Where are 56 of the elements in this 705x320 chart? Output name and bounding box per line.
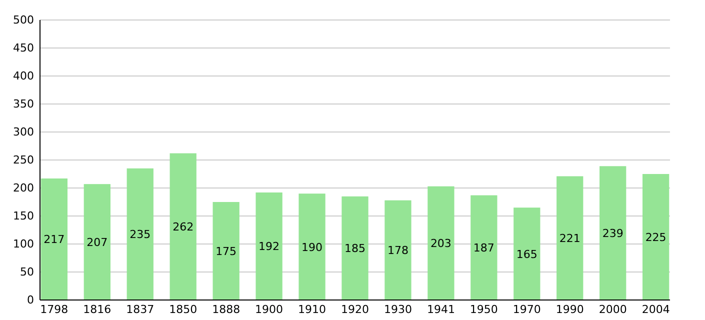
- data-label: 190: [302, 240, 323, 254]
- data-label: 235: [130, 228, 151, 242]
- x-tick-label: 2000: [598, 302, 627, 316]
- x-tick-label: 1950: [470, 302, 498, 316]
- data-label: 203: [430, 237, 452, 250]
- bar: [384, 200, 412, 300]
- y-tick-label: 0: [27, 294, 34, 307]
- y-tick-label: 400: [13, 70, 34, 83]
- data-label: 207: [86, 236, 108, 250]
- y-tick-label: 200: [13, 182, 34, 195]
- data-label: 239: [602, 227, 624, 240]
- x-tick-label: 1850: [169, 302, 198, 316]
- bar: [40, 178, 68, 300]
- x-tick-label: 1798: [40, 302, 68, 316]
- bar: [556, 176, 584, 300]
- x-tick-label: 1941: [426, 302, 455, 316]
- bar: [342, 196, 368, 300]
- data-label: 185: [344, 242, 366, 256]
- x-tick-label: 1920: [341, 302, 369, 316]
- x-tick-label: 1910: [298, 302, 326, 316]
- bar: [256, 192, 282, 300]
- y-tick-label: 150: [13, 210, 34, 223]
- data-label: 192: [258, 240, 280, 254]
- y-tick-label: 450: [13, 42, 34, 55]
- y-tick-label: 250: [13, 154, 34, 167]
- bar: [470, 195, 498, 300]
- bar: [428, 186, 454, 300]
- bar: [600, 166, 626, 300]
- x-tick-label: 1930: [384, 302, 412, 316]
- y-tick-label: 50: [20, 266, 34, 279]
- y-tick-label: 100: [13, 238, 34, 251]
- x-tick-label: 1990: [556, 302, 584, 316]
- bar: [514, 208, 540, 300]
- x-tick-label: 1900: [255, 302, 284, 316]
- bar: [642, 174, 670, 300]
- data-label: 262: [172, 220, 194, 234]
- data-label: 165: [516, 248, 538, 261]
- data-label: 178: [387, 244, 408, 258]
- bar: [170, 153, 196, 300]
- x-tick-label: 1837: [126, 302, 154, 316]
- data-label: 217: [44, 233, 65, 246]
- y-tick-label: 350: [13, 98, 34, 111]
- data-label: 225: [645, 231, 666, 244]
- bar: [84, 184, 110, 300]
- x-tick-label: 2004: [642, 302, 670, 316]
- x-tick-label: 1888: [212, 302, 240, 316]
- y-tick-label: 500: [13, 14, 34, 27]
- data-label: 175: [216, 245, 237, 258]
- x-tick-label: 1816: [83, 302, 112, 316]
- bar: [212, 202, 240, 300]
- bar: [298, 194, 326, 300]
- x-tick-label: 1970: [512, 302, 541, 316]
- y-tick-label: 300: [13, 126, 34, 139]
- data-label: 187: [473, 242, 494, 255]
- bar: [126, 168, 154, 300]
- data-label: 221: [559, 232, 580, 246]
